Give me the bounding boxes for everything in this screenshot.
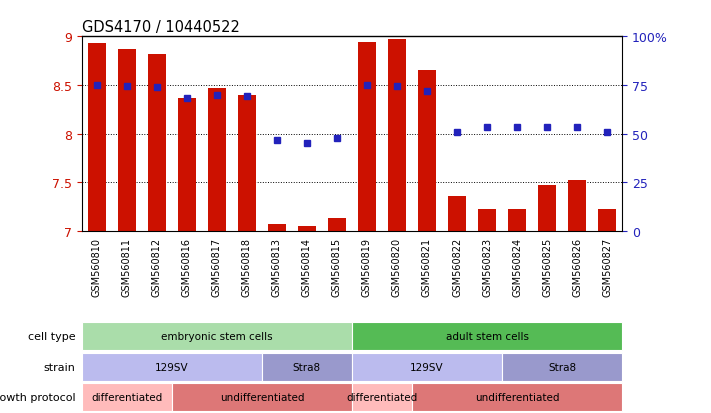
Bar [352,323,622,351]
Text: undifferentiated: undifferentiated [475,392,560,402]
Bar [82,353,262,381]
Bar [352,353,502,381]
Text: 129SV: 129SV [155,362,188,372]
Bar [448,196,466,231]
Text: Stra8: Stra8 [548,362,576,372]
Bar [598,210,616,231]
Text: embryonic stem cells: embryonic stem cells [161,332,272,342]
Bar [82,383,172,411]
Bar [412,383,622,411]
Bar [352,383,412,411]
Bar [172,383,352,411]
Bar [178,98,196,231]
Bar [568,181,586,231]
Bar [238,95,256,231]
Bar [82,323,352,351]
Bar [208,89,226,231]
Bar [478,210,496,231]
Bar [262,353,352,381]
Bar [502,353,622,381]
Text: differentiated: differentiated [346,392,417,402]
Bar [508,210,526,231]
Text: 129SV: 129SV [410,362,444,372]
Bar [328,218,346,231]
Bar [358,43,376,231]
Text: adult stem cells: adult stem cells [446,332,528,342]
Bar [118,50,136,231]
Text: differentiated: differentiated [91,392,162,402]
Bar [538,186,556,231]
Text: GDS4170 / 10440522: GDS4170 / 10440522 [82,20,240,35]
Text: growth protocol: growth protocol [0,392,76,402]
Bar [298,226,316,231]
Text: Stra8: Stra8 [293,362,321,372]
Bar [148,55,166,231]
Bar [418,71,436,231]
Bar [388,40,406,231]
Text: undifferentiated: undifferentiated [220,392,304,402]
Text: strain: strain [44,362,76,372]
Bar [87,44,106,231]
Text: cell type: cell type [28,332,76,342]
Bar [268,225,286,231]
